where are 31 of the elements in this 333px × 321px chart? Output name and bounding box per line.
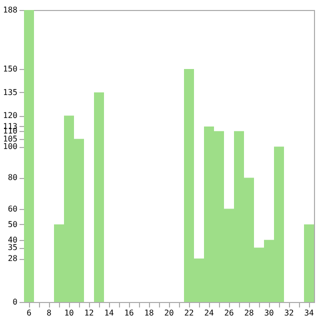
- x-tick-label: 32: [284, 308, 294, 318]
- x-tick-label: 8: [46, 308, 52, 318]
- x-tick-label: 26: [224, 308, 234, 318]
- y-tick-label: 120: [3, 111, 18, 120]
- x-tick-label: 24: [204, 308, 214, 318]
- x-tick-label: 10: [64, 308, 74, 318]
- x-tick-label: 12: [84, 308, 94, 318]
- x-tick-label: 30: [264, 308, 274, 318]
- x-tick-label: 20: [164, 308, 174, 318]
- y-tick-label: 60: [8, 204, 18, 214]
- y-tick-label: 40: [8, 235, 18, 244]
- y-tick-label: 105: [3, 134, 18, 144]
- x-tick-label: 22: [184, 308, 194, 318]
- y-tick-label: 100: [3, 142, 18, 152]
- y-tick-label: 0: [12, 298, 18, 306]
- y-tick-label: 80: [8, 173, 18, 182]
- x-tick-label: 28: [244, 308, 254, 318]
- x-tick-label: 34: [304, 308, 314, 318]
- x-tick-label: 18: [144, 308, 154, 318]
- y-tick-label: 35: [8, 243, 18, 252]
- x-tick-label: 6: [26, 308, 32, 318]
- y-tick-label: 28: [8, 254, 18, 264]
- y-tick-label: 150: [3, 64, 18, 74]
- bar: [304, 224, 314, 302]
- y-tick-label: 188: [3, 6, 18, 14]
- y-tick-label: 50: [8, 220, 18, 229]
- bar: [94, 92, 104, 302]
- bar: [24, 10, 34, 302]
- x-tick-label: 14: [104, 308, 114, 318]
- x-tick-label: 16: [124, 308, 134, 318]
- y-tick-label: 135: [3, 88, 18, 97]
